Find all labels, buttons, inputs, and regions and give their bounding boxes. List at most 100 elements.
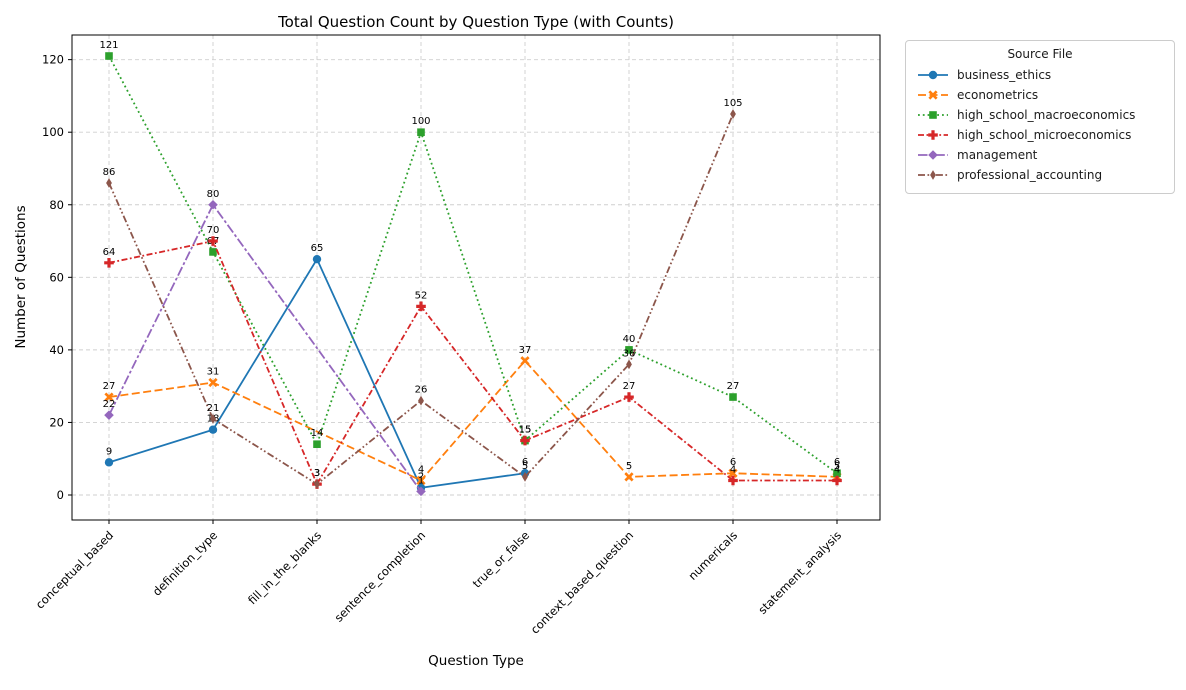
x-tick-label: numericals (685, 528, 740, 583)
plus-marker-icon (624, 392, 634, 402)
legend-item-management: management (916, 145, 1164, 165)
x-tick-label: conceptual_based (33, 528, 116, 611)
legend-line-sample (918, 90, 948, 100)
legend-label: high_school_microeconomics (957, 128, 1132, 142)
data-point-label: 15 (519, 425, 532, 436)
data-point-label: 6 (522, 457, 528, 468)
data-point-label: 5 (834, 461, 840, 472)
data-point-label: 105 (723, 98, 742, 109)
series-management: 22 80 1 (103, 189, 426, 497)
x-marker-icon (104, 392, 114, 402)
square-marker-icon (209, 248, 217, 256)
legend-line-sample (918, 130, 948, 140)
legend-line-sample (918, 170, 948, 180)
y-tick-label: 0 (57, 488, 64, 502)
chart-title: Total Question Count by Question Type (w… (278, 13, 674, 31)
y-tick-label: 100 (42, 125, 64, 139)
data-point-label: 27 (103, 381, 116, 392)
plus-marker-icon (832, 475, 842, 486)
data-point-label: 52 (415, 290, 428, 301)
x-marker-icon (928, 90, 938, 100)
legend-title: Source File (1007, 47, 1073, 61)
y-tick-label: 80 (49, 198, 64, 212)
data-point-label: 4 (834, 464, 840, 475)
series-line (108, 240, 837, 487)
square-marker-icon (833, 469, 841, 478)
data-point-label: 4 (730, 464, 736, 475)
legend-label: professional_accounting (957, 168, 1103, 182)
data-point-label: 1 (418, 475, 424, 486)
data-point-label: 21 (207, 403, 220, 414)
x-marker-icon (416, 475, 426, 486)
x-tick-label: definition_type (150, 528, 220, 598)
data-point-label: 36 (623, 348, 636, 359)
legend-item-high_school_microeconomics: high_school_microeconomics (916, 125, 1164, 145)
circle-marker-icon (104, 458, 114, 467)
data-point-label: 4 (418, 464, 424, 475)
data-point-label: 6 (730, 457, 736, 468)
data-point-label: 100 (411, 116, 430, 127)
x-tick-label: true_or_false (470, 528, 532, 590)
data-point-label: 5 (626, 461, 632, 472)
circle-marker-icon (208, 425, 218, 434)
data-point-label: 26 (415, 385, 428, 396)
data-point-label: 2 (418, 472, 424, 483)
x-marker-icon (728, 468, 738, 478)
legend-item-professional_accounting: professional_accounting (916, 165, 1164, 185)
thin-diamond-marker-icon (418, 395, 424, 406)
legend-label: management (957, 148, 1038, 162)
data-point-label: 64 (103, 247, 116, 258)
thin-diamond-marker-icon (626, 359, 632, 370)
data-point-label: 3 (314, 468, 320, 479)
plus-marker-icon (104, 258, 114, 268)
y-tick-label: 20 (49, 415, 64, 429)
thin-diamond-marker-icon (730, 109, 736, 119)
gridlines (72, 35, 880, 520)
square-marker-icon (729, 393, 737, 401)
y-tick-label: 120 (42, 53, 64, 67)
legend-line-sample (918, 70, 948, 80)
legend-item-business_ethics: business_ethics (916, 65, 1164, 85)
legend-line-sample (918, 150, 948, 160)
data-point-label: 22 (103, 399, 116, 410)
data-point-label: 9 (106, 446, 112, 457)
plus-marker-icon (416, 301, 426, 312)
data-point-label: 86 (103, 167, 116, 178)
data-point-label: 6 (834, 457, 840, 468)
series-line (108, 55, 838, 474)
data-point-label: 80 (207, 189, 220, 200)
data-point-label: 65 (311, 243, 324, 254)
data-point-label: 40 (623, 334, 636, 345)
legend-line-sample (918, 111, 948, 119)
plus-marker-icon (928, 130, 938, 140)
plus-marker-icon (520, 435, 530, 446)
square-marker-icon (625, 346, 633, 354)
x-tick-label: fill_in_the_blanks (245, 528, 324, 607)
square-marker-icon (417, 128, 425, 136)
x-tick-label: sentence_completion (332, 528, 429, 625)
thin-diamond-marker-icon (522, 471, 528, 482)
x-tick-label: context_based_question (528, 528, 636, 636)
data-point-label: 27 (727, 381, 740, 392)
square-marker-icon (313, 440, 321, 449)
data-point-label: 15 (519, 425, 532, 436)
square-marker-icon (105, 52, 113, 60)
y-axis-label: Number of Questions (13, 205, 29, 349)
x-tick-label: statement_analysis (755, 528, 844, 617)
legend-item-econometrics: econometrics (916, 85, 1164, 105)
thin-diamond-marker-icon (930, 170, 936, 180)
data-point-label: 121 (99, 40, 118, 51)
data-point-label: 37 (519, 345, 532, 356)
plus-marker-icon (728, 475, 738, 486)
diamond-marker-icon (104, 410, 114, 420)
legend-items: business_ethics econometrics high_school_m… (916, 65, 1164, 185)
data-point-label: 70 (207, 225, 220, 236)
x-marker-icon (520, 356, 530, 366)
legend: Source File business_ethics econometrics h… (905, 40, 1175, 194)
square-marker-icon (929, 111, 937, 119)
legend-label: business_ethics (957, 68, 1052, 82)
